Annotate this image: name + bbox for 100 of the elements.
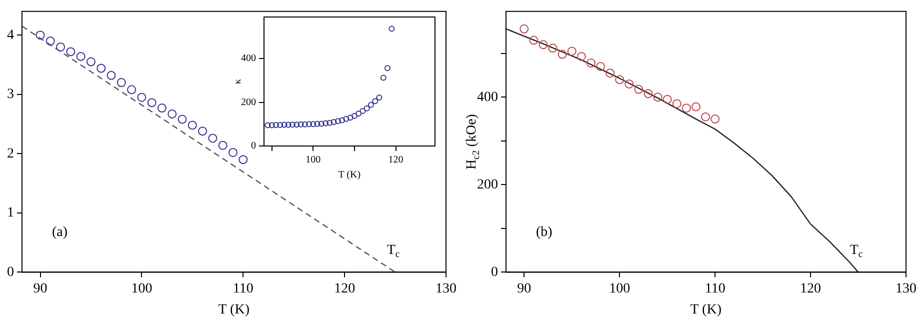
y-tick-label: 0 xyxy=(491,264,498,280)
point xyxy=(272,122,279,128)
point xyxy=(330,118,337,125)
point xyxy=(360,108,366,114)
x-tick-label: 90 xyxy=(33,281,48,296)
point xyxy=(548,44,558,53)
point xyxy=(372,98,378,104)
point xyxy=(710,114,720,124)
point xyxy=(364,105,370,112)
point xyxy=(347,114,354,121)
point xyxy=(96,64,106,73)
x-tick-label: 90 xyxy=(517,281,532,296)
x-tick-label: 120 xyxy=(334,281,356,296)
point xyxy=(558,50,567,59)
x-axis-title: T (K) xyxy=(690,302,722,318)
point xyxy=(334,118,341,124)
point xyxy=(290,122,296,128)
point xyxy=(168,109,177,118)
point xyxy=(306,121,312,128)
point xyxy=(672,99,682,108)
x-tick-label: 100 xyxy=(609,281,630,296)
x-tick-label: 120 xyxy=(800,281,822,296)
point xyxy=(228,148,238,157)
y-axis-title: κ xyxy=(232,78,244,84)
point xyxy=(653,92,662,102)
point xyxy=(137,92,146,102)
point xyxy=(264,122,271,128)
y-tick-label: 3 xyxy=(7,87,14,102)
y-tick-label: 400 xyxy=(477,90,498,105)
point xyxy=(596,62,606,72)
point xyxy=(520,24,529,34)
point xyxy=(188,120,197,130)
x-tick-label: 100 xyxy=(306,154,321,166)
point xyxy=(302,121,308,128)
y-tick-label: 400 xyxy=(241,53,256,64)
point xyxy=(277,122,284,128)
point xyxy=(322,120,329,126)
point xyxy=(634,84,644,94)
point xyxy=(294,122,300,128)
y-tick-label: 0 xyxy=(251,140,256,152)
x-tick-label: 110 xyxy=(232,281,254,296)
point xyxy=(86,57,96,66)
point xyxy=(298,121,304,128)
y-axis-title: Hc2 (kOe) xyxy=(464,114,482,170)
point xyxy=(380,74,386,81)
point xyxy=(76,52,86,61)
point xyxy=(66,47,76,56)
x-tick-label: 120 xyxy=(388,154,404,166)
point xyxy=(36,30,45,40)
point xyxy=(388,26,395,32)
y-tick-label: 200 xyxy=(477,177,498,192)
point xyxy=(127,85,136,94)
y-tick-label: 4 xyxy=(7,28,14,43)
x-tick-label: 130 xyxy=(896,281,916,296)
point xyxy=(208,134,218,143)
point xyxy=(351,112,358,119)
point xyxy=(106,70,116,80)
point xyxy=(157,104,166,113)
point xyxy=(368,102,374,108)
point xyxy=(576,52,586,61)
point xyxy=(116,78,126,88)
annotation: (b) xyxy=(536,224,553,240)
point xyxy=(147,98,156,108)
x-tick-label: 100 xyxy=(131,281,152,296)
x-axis-title: T (K) xyxy=(338,170,361,181)
point xyxy=(281,122,288,128)
point xyxy=(318,120,324,127)
point xyxy=(615,75,624,84)
point xyxy=(662,94,672,104)
point xyxy=(538,40,548,50)
x-axis-title: T (K) xyxy=(218,302,250,318)
x-tick-label: 110 xyxy=(704,281,726,296)
annotation: (a) xyxy=(52,224,68,240)
point xyxy=(567,46,576,56)
point xyxy=(46,36,55,46)
x-tick-label: 130 xyxy=(436,281,456,296)
point xyxy=(701,112,710,122)
point xyxy=(310,121,316,128)
point xyxy=(343,116,350,122)
point xyxy=(624,80,634,89)
y-tick-label: 1 xyxy=(7,206,14,221)
point xyxy=(178,114,187,124)
point xyxy=(314,120,320,127)
point xyxy=(691,102,700,112)
y-tick-label: 0 xyxy=(7,264,14,280)
point xyxy=(285,122,292,128)
point xyxy=(326,120,333,126)
point xyxy=(218,140,228,150)
y-tick-label: 200 xyxy=(241,96,256,108)
y-tick-label: 2 xyxy=(7,146,14,162)
point xyxy=(376,94,382,100)
point xyxy=(606,68,615,78)
point xyxy=(198,126,208,136)
point xyxy=(356,110,362,117)
point xyxy=(529,36,538,45)
point xyxy=(56,42,66,52)
point xyxy=(644,89,653,98)
point xyxy=(586,58,596,68)
point xyxy=(682,104,691,113)
point xyxy=(238,155,248,164)
